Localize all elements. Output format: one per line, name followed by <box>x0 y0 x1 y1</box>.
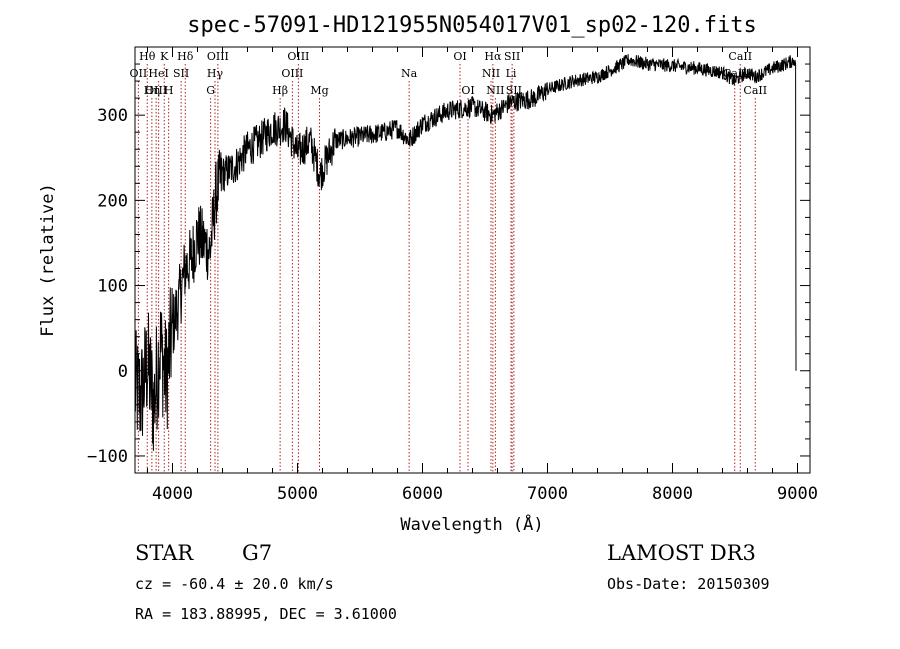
x-tick-label: 4000 <box>152 484 193 504</box>
line-label: OIII <box>281 67 303 80</box>
line-label: SII <box>173 67 189 80</box>
x-tick-label: 5000 <box>277 484 318 504</box>
plot-area: Hθ OII OIII K HeI Hη H SII Hδ OIII Hγ G Hβ OIII OIII Mg… <box>87 46 818 504</box>
line-label: SII <box>504 50 520 63</box>
y-axis-label: Flux (relative) <box>38 183 58 337</box>
y-tick-label: 100 <box>97 277 128 297</box>
line-label: OIII <box>145 84 167 97</box>
chart-title: spec-57091-HD121955N054017V01_sp02-120.f… <box>187 13 757 38</box>
plot-frame <box>134 46 811 474</box>
line-label: Hδ <box>177 50 194 63</box>
line-label: OI <box>461 84 474 97</box>
x-tick-label: 7000 <box>527 484 568 504</box>
y-tick-label: 300 <box>97 106 128 126</box>
y-tick-label: 0 <box>118 362 128 382</box>
line-label: Na <box>401 67 418 80</box>
line-label: OII <box>130 67 148 80</box>
x-tick-label: 6000 <box>402 484 443 504</box>
x-tick-label: 8000 <box>652 484 693 504</box>
redshift-text: cz = -60.4 ± 20.0 km/s <box>135 575 334 593</box>
obs-date-text: Obs-Date: 20150309 <box>607 575 770 593</box>
line-label: Li <box>506 67 517 80</box>
line-label: HeI <box>148 67 168 80</box>
y-tick-label: 200 <box>97 191 128 211</box>
line-label: Hη <box>144 84 160 97</box>
line-label: Mg <box>310 84 328 97</box>
coordinates-text: RA = 183.88995, DEC = 3.61000 <box>135 605 397 623</box>
object-class: STAR <box>135 541 194 565</box>
line-label: Hθ <box>139 50 156 63</box>
x-tick-label: 9000 <box>777 484 818 504</box>
line-label: K <box>160 50 169 63</box>
line-label: Hα <box>484 50 502 63</box>
line-label: NII <box>482 67 500 80</box>
x-axis-label: Wavelength (Å) <box>400 513 543 535</box>
line-label: OIII <box>287 50 309 63</box>
survey-name: LAMOST DR3 <box>607 541 756 565</box>
line-label: CaII <box>728 50 752 63</box>
line-label: G <box>206 84 215 97</box>
line-label: Hβ <box>272 84 288 97</box>
line-label: CaII <box>743 84 767 97</box>
line-label: OIII <box>207 50 229 63</box>
object-subclass: G7 <box>242 541 272 565</box>
line-label: NII <box>486 84 504 97</box>
y-tick-label: −100 <box>87 447 128 467</box>
line-label: OI <box>453 50 466 63</box>
line-label: H <box>164 84 174 97</box>
spectrum-line <box>135 54 797 451</box>
line-label: Hγ <box>207 67 224 80</box>
